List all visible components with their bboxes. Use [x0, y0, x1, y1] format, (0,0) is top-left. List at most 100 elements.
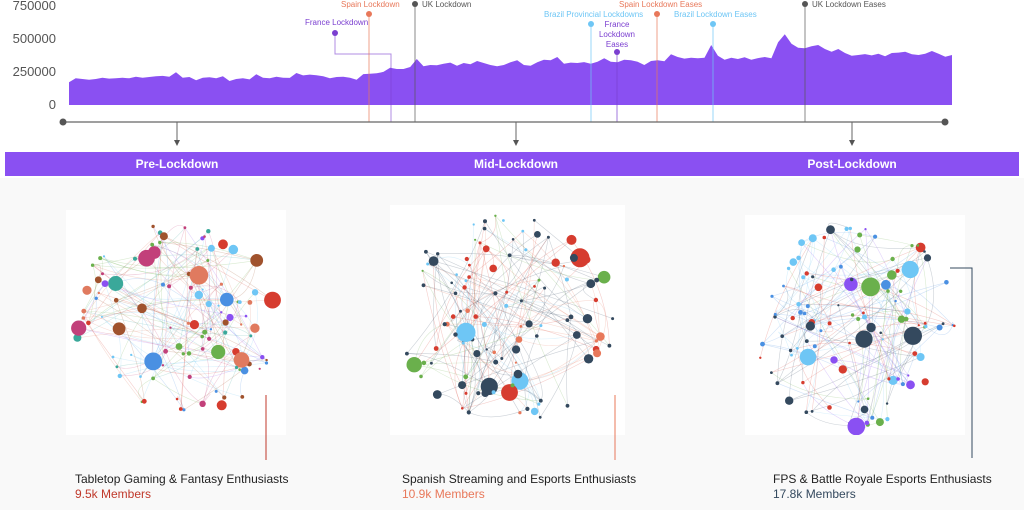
network-edge [801, 242, 893, 263]
network-node [115, 365, 119, 369]
network-edge [92, 264, 199, 281]
network-node [886, 289, 890, 293]
network-edge [863, 312, 904, 385]
network-node [864, 420, 870, 426]
network-edge [159, 242, 164, 366]
network-edge [806, 353, 916, 413]
event-marker-5 [654, 11, 660, 122]
network-edge [790, 342, 915, 354]
network-node [436, 252, 440, 256]
network-node [461, 407, 464, 410]
network-node [887, 377, 891, 381]
network-edge [486, 248, 509, 293]
network-edge [917, 245, 927, 327]
network-node [175, 343, 183, 350]
network-edge [202, 335, 251, 404]
leader-lines [265, 267, 973, 460]
network-node [512, 345, 521, 354]
network-node [857, 400, 860, 403]
network-edge [495, 215, 508, 293]
network-edge [152, 260, 257, 379]
network-edge [897, 245, 913, 271]
network-node [206, 259, 210, 262]
network-node [521, 229, 525, 233]
network-edge [872, 291, 889, 418]
network-node [901, 260, 919, 279]
network-node [101, 280, 109, 287]
network-edge [838, 304, 908, 312]
network-edge [447, 324, 519, 375]
network-node [790, 353, 793, 357]
network-edge [152, 236, 169, 362]
network-edge [101, 316, 180, 347]
leader-line-fps [950, 267, 973, 458]
network-edge [427, 263, 610, 346]
network-edge [190, 285, 241, 303]
network-edge [437, 253, 605, 278]
network-edge [116, 260, 208, 301]
network-edge [461, 224, 475, 386]
network-edge [798, 257, 869, 425]
network-edge [163, 235, 273, 301]
network-edge [138, 378, 154, 402]
network-node [481, 389, 489, 397]
network-node [566, 234, 577, 245]
network-node [890, 256, 895, 262]
network-edge [810, 284, 887, 327]
network-edge [146, 257, 226, 333]
network-edge [183, 299, 230, 355]
network-node [472, 223, 475, 226]
network-edge [102, 248, 198, 276]
network-edge [83, 317, 203, 339]
network-node [465, 308, 470, 313]
network-node [759, 356, 762, 359]
network-node [211, 344, 226, 360]
network-edge [103, 256, 225, 398]
network-node [594, 339, 599, 343]
network-node [848, 341, 851, 345]
network-edge [518, 339, 543, 401]
network-node [453, 332, 458, 337]
network-edge [900, 318, 907, 385]
network-edge [520, 220, 535, 327]
network-edge [789, 323, 944, 401]
network-node [941, 322, 945, 326]
event-label-spain-lockdown: Spain Lockdown [341, 0, 400, 9]
network-node [474, 238, 477, 241]
network-node [802, 311, 807, 316]
network-node [133, 256, 137, 261]
network-edge [509, 234, 538, 393]
network-edge [484, 221, 589, 360]
network-edge [834, 359, 911, 386]
network-edge [462, 358, 589, 409]
network-edge [484, 279, 540, 325]
network-node [194, 290, 203, 300]
network-edge [774, 285, 789, 318]
network-node [115, 276, 119, 279]
network-node [861, 277, 880, 297]
network-node [178, 407, 183, 411]
network-edge [189, 249, 234, 377]
network-edge [818, 228, 851, 288]
network-node [207, 336, 212, 341]
network-node [593, 297, 599, 303]
network-edge [207, 260, 225, 406]
network-node [73, 333, 82, 342]
network-node [455, 273, 458, 276]
network-node [532, 218, 536, 222]
network-node [222, 319, 229, 326]
network-node [234, 365, 239, 370]
network-edge [423, 285, 530, 325]
network-edge [512, 239, 588, 319]
network-edge [211, 248, 242, 325]
network-edge [98, 292, 195, 325]
network-node [885, 417, 890, 422]
network-node [144, 352, 163, 371]
network-node [897, 315, 906, 323]
network-edge [180, 227, 188, 410]
network-node [223, 330, 228, 335]
network-node [870, 415, 875, 420]
cluster-title-tabletop: Tabletop Gaming & Fantasy Enthusiasts [75, 472, 289, 486]
cluster-title-spanish: Spanish Streaming and Esports Enthusiast… [402, 472, 637, 486]
network-edge [455, 293, 466, 409]
